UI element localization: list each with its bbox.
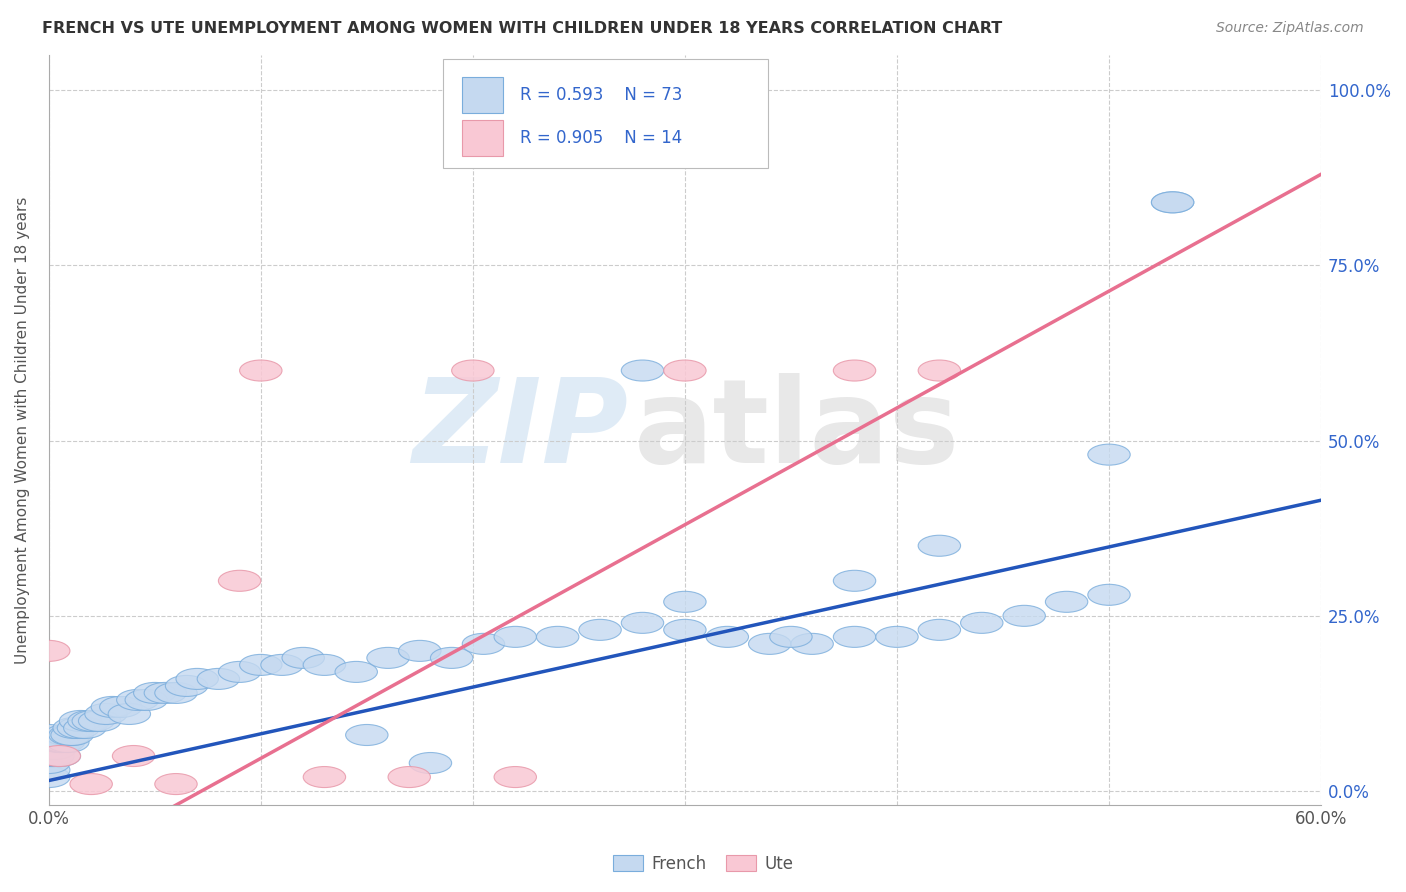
Ellipse shape: [1152, 192, 1194, 213]
Ellipse shape: [46, 731, 89, 753]
Ellipse shape: [112, 746, 155, 766]
Ellipse shape: [176, 668, 218, 690]
Ellipse shape: [28, 746, 70, 766]
Text: Source: ZipAtlas.com: Source: ZipAtlas.com: [1216, 21, 1364, 35]
Ellipse shape: [37, 731, 79, 753]
Text: ZIP: ZIP: [412, 373, 627, 488]
Ellipse shape: [145, 682, 187, 704]
Ellipse shape: [706, 626, 748, 648]
Ellipse shape: [748, 633, 792, 655]
Ellipse shape: [494, 766, 537, 788]
Ellipse shape: [918, 619, 960, 640]
Ellipse shape: [451, 360, 494, 381]
Ellipse shape: [876, 626, 918, 648]
Ellipse shape: [28, 724, 70, 746]
Ellipse shape: [260, 655, 304, 675]
Y-axis label: Unemployment Among Women with Children Under 18 years: Unemployment Among Women with Children U…: [15, 196, 30, 664]
Ellipse shape: [1046, 591, 1088, 612]
Ellipse shape: [1088, 444, 1130, 465]
Ellipse shape: [59, 710, 101, 731]
Ellipse shape: [41, 731, 83, 753]
Text: R = 0.905    N = 14: R = 0.905 N = 14: [519, 129, 682, 147]
Ellipse shape: [537, 626, 579, 648]
Ellipse shape: [166, 675, 208, 697]
Ellipse shape: [960, 612, 1002, 633]
Ellipse shape: [28, 640, 70, 661]
Ellipse shape: [49, 724, 91, 746]
FancyBboxPatch shape: [463, 77, 503, 113]
Ellipse shape: [1152, 192, 1194, 213]
Ellipse shape: [79, 710, 121, 731]
Ellipse shape: [388, 766, 430, 788]
Ellipse shape: [28, 731, 70, 753]
Ellipse shape: [335, 661, 377, 682]
Text: FRENCH VS UTE UNEMPLOYMENT AMONG WOMEN WITH CHILDREN UNDER 18 YEARS CORRELATION : FRENCH VS UTE UNEMPLOYMENT AMONG WOMEN W…: [42, 21, 1002, 36]
Ellipse shape: [28, 753, 70, 773]
Ellipse shape: [70, 773, 112, 795]
Ellipse shape: [346, 724, 388, 746]
Ellipse shape: [304, 655, 346, 675]
Ellipse shape: [67, 710, 110, 731]
Ellipse shape: [72, 710, 114, 731]
Ellipse shape: [304, 766, 346, 788]
Ellipse shape: [32, 739, 75, 759]
Ellipse shape: [621, 612, 664, 633]
Ellipse shape: [155, 773, 197, 795]
Ellipse shape: [769, 626, 813, 648]
Ellipse shape: [51, 724, 93, 746]
Ellipse shape: [134, 682, 176, 704]
Ellipse shape: [918, 535, 960, 557]
Ellipse shape: [45, 724, 87, 746]
Ellipse shape: [58, 717, 100, 739]
Ellipse shape: [834, 360, 876, 381]
Ellipse shape: [117, 690, 159, 710]
Ellipse shape: [63, 717, 105, 739]
Ellipse shape: [218, 570, 260, 591]
Ellipse shape: [664, 619, 706, 640]
Ellipse shape: [42, 731, 84, 753]
Ellipse shape: [239, 655, 283, 675]
Ellipse shape: [621, 360, 664, 381]
Text: R = 0.593    N = 73: R = 0.593 N = 73: [519, 86, 682, 103]
Ellipse shape: [664, 360, 706, 381]
FancyBboxPatch shape: [443, 59, 768, 168]
Ellipse shape: [38, 746, 80, 766]
Ellipse shape: [28, 766, 70, 788]
Ellipse shape: [664, 591, 706, 612]
Ellipse shape: [792, 633, 834, 655]
FancyBboxPatch shape: [463, 120, 503, 156]
Ellipse shape: [399, 640, 441, 661]
Ellipse shape: [918, 360, 960, 381]
Ellipse shape: [28, 739, 70, 759]
Ellipse shape: [38, 746, 80, 766]
Legend: French, Ute: French, Ute: [606, 848, 800, 880]
Ellipse shape: [125, 690, 167, 710]
Ellipse shape: [28, 759, 70, 780]
Ellipse shape: [1002, 606, 1046, 626]
Ellipse shape: [53, 717, 96, 739]
Ellipse shape: [155, 682, 197, 704]
Text: atlas: atlas: [634, 373, 960, 488]
Ellipse shape: [32, 746, 75, 766]
Ellipse shape: [834, 626, 876, 648]
Ellipse shape: [218, 661, 260, 682]
Ellipse shape: [34, 739, 76, 759]
Ellipse shape: [494, 626, 537, 648]
Ellipse shape: [579, 619, 621, 640]
Ellipse shape: [409, 753, 451, 773]
Ellipse shape: [463, 633, 505, 655]
Ellipse shape: [1088, 584, 1130, 606]
Ellipse shape: [108, 704, 150, 724]
Ellipse shape: [283, 648, 325, 668]
Ellipse shape: [834, 570, 876, 591]
Ellipse shape: [430, 648, 472, 668]
Ellipse shape: [239, 360, 283, 381]
Ellipse shape: [91, 697, 134, 717]
Ellipse shape: [367, 648, 409, 668]
Ellipse shape: [100, 697, 142, 717]
Ellipse shape: [84, 704, 127, 724]
Ellipse shape: [38, 731, 80, 753]
Ellipse shape: [197, 668, 239, 690]
